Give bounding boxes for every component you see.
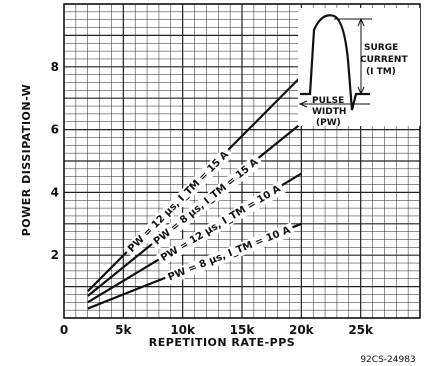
inset-pulse-label-2: WIDTH (312, 107, 346, 117)
inset-pulse-label-3: (PW) (316, 118, 341, 128)
inset-surge-arrow-bottom (357, 86, 365, 96)
y-axis-label: POWER DISSIPATION-W (20, 84, 33, 237)
y-tick-label: 8 (51, 60, 59, 74)
inset-surge-label-2: CURRENT (360, 55, 408, 65)
inset-background (298, 8, 420, 126)
x-tick-label: 25k (348, 323, 374, 337)
y-tick-label: 6 (51, 123, 59, 137)
plot-frame (63, 3, 421, 319)
inset-pulse-arrow-left (298, 100, 308, 108)
x-tick-label: 15k (230, 323, 256, 337)
x-tick-label: 0 (60, 323, 68, 337)
inset-waveform-diagram: SURGE CURRENT (I TM) PULSE WIDTH (PW) (298, 8, 420, 128)
inset-pulse-waveform (300, 14, 370, 111)
y-tick-label: 4 (51, 185, 59, 199)
x-axis-label: REPETITION RATE-PPS (149, 336, 295, 349)
y-tick-label: 2 (51, 248, 59, 262)
series-label-background-1 (123, 146, 234, 258)
x-tick-label: 10k (170, 323, 196, 337)
series-label-background-2 (148, 154, 264, 251)
x-tick-label: 5k (115, 323, 132, 337)
series-label-background-3 (156, 180, 287, 267)
inset-surge-label-1: SURGE (364, 43, 398, 53)
x-tick-label: 20k (289, 323, 315, 337)
inset-surge-label-3: (I TM) (366, 67, 396, 77)
figure-code: 92CS-24983 (360, 355, 415, 365)
inset-pulse-label-1: PULSE (312, 96, 344, 106)
inset-surge-arrow-top (357, 17, 365, 27)
ticks: 0 5k 10k 15k 20k 25k 2 4 6 8 (51, 60, 374, 337)
series-label-background-4 (163, 222, 296, 286)
